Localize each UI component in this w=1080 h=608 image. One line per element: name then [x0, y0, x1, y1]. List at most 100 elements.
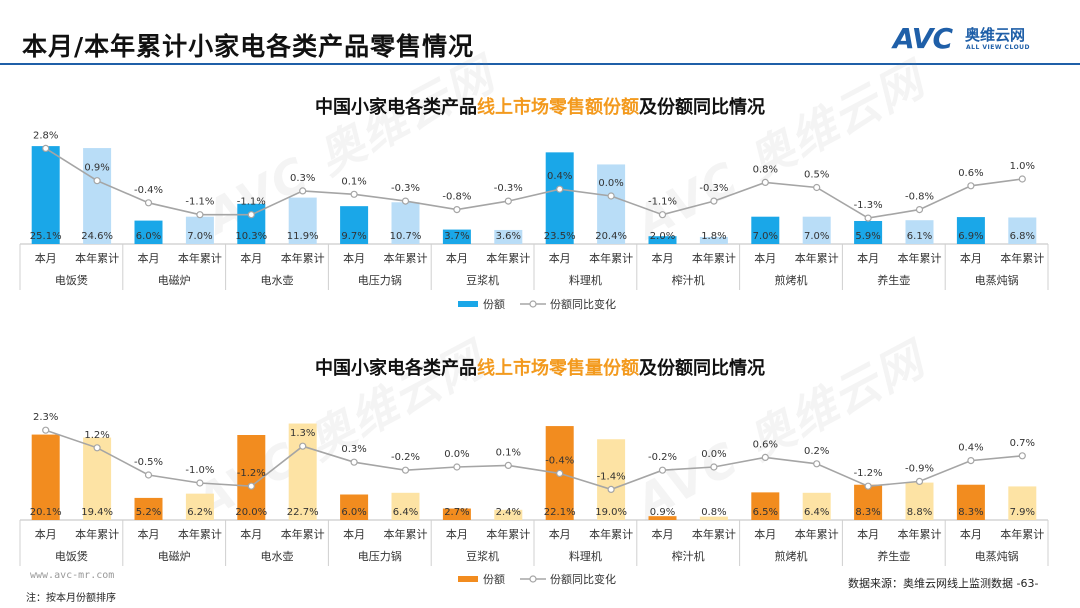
sub-category-label: 本年累计: [178, 527, 222, 541]
yoy-change-point: [401, 197, 410, 205]
sub-category-label: 本年累计: [692, 527, 736, 541]
bar: [288, 197, 317, 244]
legend-change-label: 份额同比变化: [550, 572, 616, 586]
sub-category-label: 本月: [652, 527, 674, 541]
category-label: 榨汁机: [672, 273, 705, 287]
bar-value-label: 6.5%: [753, 507, 778, 518]
yoy-change-label: 2.8%: [33, 130, 58, 141]
bar-value-label: 11.9%: [287, 231, 319, 242]
bar-value-label: 10.3%: [235, 231, 267, 242]
bar: [854, 484, 883, 520]
category-label: 电蒸炖锅: [975, 550, 1019, 563]
category-label: 料理机: [569, 273, 602, 287]
sub-category-label: 本月: [754, 251, 776, 265]
category-label: 煎烤机: [775, 273, 808, 287]
bar: [905, 482, 934, 520]
sub-category-label: 本年累计: [384, 527, 428, 541]
yoy-change-label: -1.2%: [237, 468, 266, 479]
yoy-change-point: [658, 211, 667, 219]
sub-category-label: 本月: [960, 251, 982, 265]
yoy-change-label: 0.4%: [547, 171, 572, 182]
chart-1-title-post: 及份额同比情况: [639, 97, 765, 118]
bar-value-label: 6.1%: [907, 231, 932, 242]
footnote: 注：按本月份额排序: [26, 593, 116, 604]
header-divider: [0, 63, 1080, 65]
bar-value-label: 6.0%: [136, 231, 161, 242]
sub-category-label: 本月: [446, 527, 468, 541]
bar: [494, 509, 523, 520]
sub-category-label: 本年累计: [692, 251, 736, 265]
yoy-change-line: [45, 147, 1023, 219]
yoy-change-point: [915, 206, 924, 214]
yoy-change-point: [761, 178, 769, 186]
yoy-change-point: [504, 197, 512, 205]
sub-category-label: 本月: [857, 251, 879, 265]
sub-category-label: 本年累计: [795, 527, 839, 541]
yoy-change-label: 0.1%: [496, 447, 521, 458]
yoy-change-label: 0.6%: [753, 439, 778, 450]
chart-1-title: 中国小家电各类产品线上市场零售额份额及份额同比情况: [0, 93, 1080, 119]
legend-change-marker: [529, 575, 537, 583]
yoy-change-label: 0.5%: [804, 170, 829, 181]
yoy-change-label: -0.3%: [494, 183, 523, 194]
category-label: 养生壶: [877, 273, 910, 287]
bar-value-label: 7.0%: [753, 231, 778, 242]
bar-value-label: 1.8%: [701, 231, 726, 242]
yoy-change-line: [45, 429, 1023, 491]
yoy-change-point: [607, 192, 615, 200]
bar-value-label: 8.3%: [958, 507, 983, 518]
bar: [802, 492, 831, 520]
legend-share-label: 份额: [483, 573, 505, 586]
sub-category-label: 本月: [35, 251, 57, 265]
yoy-change-label: -1.1%: [237, 197, 266, 208]
bar: [391, 202, 420, 244]
bar: [31, 434, 60, 520]
category-label: 料理机: [569, 549, 602, 563]
bar-value-label: 9.7%: [341, 231, 366, 242]
yoy-change-point: [93, 177, 101, 185]
yoy-change-point: [761, 453, 769, 461]
yoy-change-label: -0.9%: [905, 463, 934, 474]
sub-category-label: 本月: [240, 527, 262, 541]
category-label: 豆浆机: [466, 549, 499, 563]
yoy-change-point: [453, 206, 461, 214]
yoy-change-label: -0.4%: [545, 455, 574, 466]
yoy-change-label: -0.8%: [905, 192, 934, 203]
yoy-change-label: 1.2%: [84, 430, 109, 441]
logo-en: ALL VIEW CLOUD: [966, 44, 1031, 51]
bar: [854, 220, 883, 244]
sub-category-label: 本年累计: [281, 251, 325, 265]
bar-value-label: 2.4%: [496, 507, 521, 518]
bar: [956, 217, 985, 244]
sub-category-label: 本月: [754, 527, 776, 541]
page-title: 本月/本年累计小家电各类产品零售情况: [22, 32, 475, 61]
yoy-change-point: [350, 458, 358, 466]
yoy-change-label: 0.6%: [958, 168, 983, 179]
yoy-change-point: [42, 144, 50, 152]
category-label: 电饭煲: [55, 274, 88, 287]
yoy-change-point: [658, 466, 667, 474]
sub-category-label: 本月: [138, 527, 160, 541]
bar: [648, 236, 677, 244]
bar-value-label: 2.7%: [444, 507, 469, 518]
bar-value-label: 22.1%: [544, 507, 576, 518]
bar: [494, 229, 523, 244]
yoy-change-label: 0.0%: [598, 178, 623, 189]
bar: [1008, 486, 1037, 520]
yoy-change-label: 0.1%: [341, 176, 366, 187]
bar-value-label: 8.8%: [907, 507, 932, 518]
yoy-change-label: -0.5%: [134, 457, 163, 468]
sub-category-label: 本年累计: [898, 527, 942, 541]
yoy-change-point: [556, 185, 564, 193]
bar: [648, 516, 677, 520]
yoy-change-label: 0.0%: [701, 449, 726, 460]
bar-value-label: 6.9%: [958, 231, 983, 242]
category-label: 电磁炉: [158, 550, 191, 563]
bar-value-label: 20.4%: [595, 231, 627, 242]
category-label: 电饭煲: [55, 550, 88, 563]
bar: [134, 220, 163, 244]
yoy-change-point: [915, 477, 924, 485]
yoy-change-point: [967, 182, 975, 190]
bar-value-label: 7.0%: [187, 231, 212, 242]
